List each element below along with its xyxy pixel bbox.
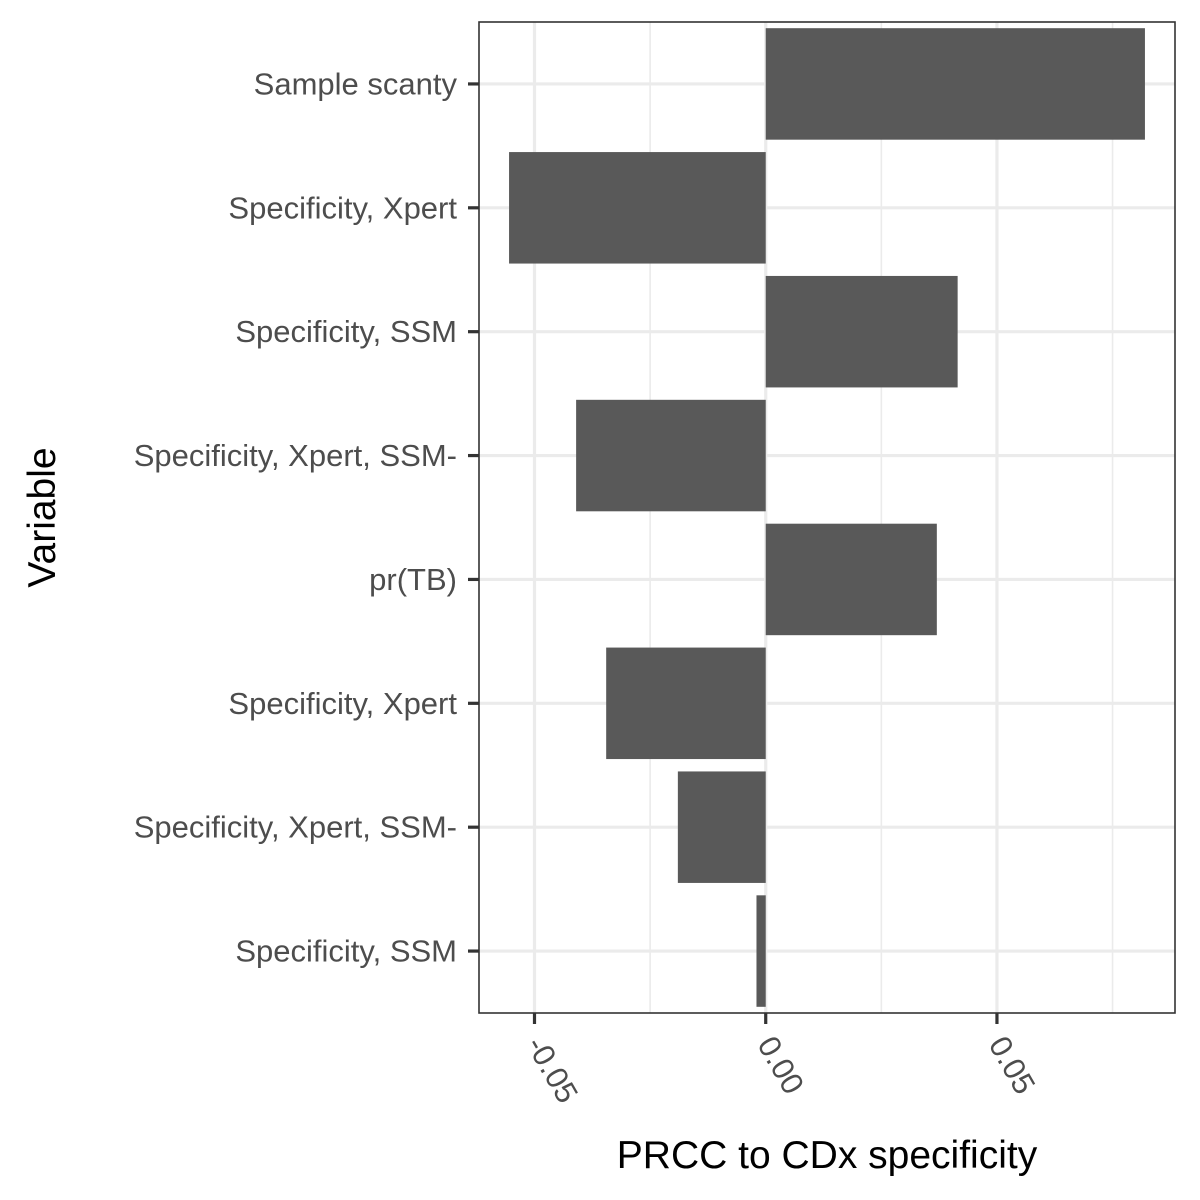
bar-layer xyxy=(509,28,1145,1007)
y-tick-layer: Sample scanty Specificity, Xpert Specifici… xyxy=(134,66,479,969)
bar xyxy=(606,647,766,760)
y-axis-title: Variable xyxy=(21,447,64,587)
grid-layer xyxy=(479,22,1175,1013)
x-axis-title: PRCC to CDx specificity xyxy=(617,1134,1038,1177)
y-tick-label: Specificity, Xpert, SSM- xyxy=(134,438,457,473)
bar xyxy=(765,28,1145,140)
bar xyxy=(509,152,766,264)
y-tick-label: Specificity, SSM xyxy=(235,314,457,349)
bar xyxy=(756,895,766,1007)
bar xyxy=(576,399,766,512)
y-tick-label: Specificity, Xpert xyxy=(228,686,457,721)
bar xyxy=(765,275,958,388)
x-tick-label: 0.00 xyxy=(751,1030,811,1100)
x-tick-layer: -0.05 0.00 0.05 xyxy=(519,1013,1042,1109)
y-tick-label: pr(TB) xyxy=(369,562,457,597)
panel-border xyxy=(478,21,1176,1014)
x-tick-label: 0.05 xyxy=(982,1030,1042,1100)
y-tick-label: Specificity, SSM xyxy=(235,934,457,969)
y-tick-label: Specificity, Xpert xyxy=(228,190,457,225)
y-tick-label: Sample scanty xyxy=(254,66,458,101)
x-tick-label: -0.05 xyxy=(519,1030,585,1109)
bar xyxy=(765,523,937,636)
y-tick-label: Specificity, Xpert, SSM- xyxy=(134,810,457,845)
bar xyxy=(677,771,766,883)
